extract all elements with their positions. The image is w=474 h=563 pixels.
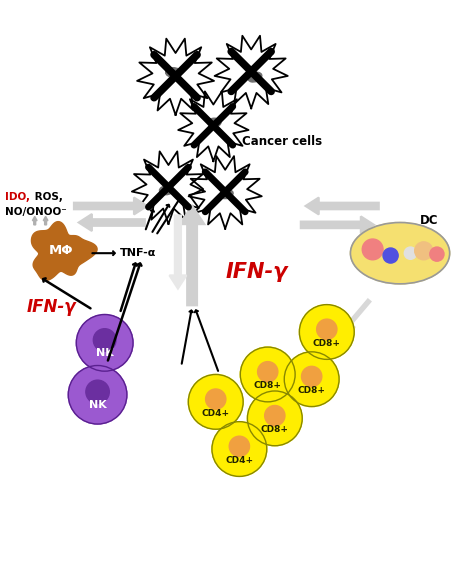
Text: CD4+: CD4+ xyxy=(225,456,254,465)
Text: IDO,: IDO, xyxy=(5,191,30,202)
Text: IFN-γ: IFN-γ xyxy=(225,262,288,282)
Circle shape xyxy=(68,365,127,424)
Circle shape xyxy=(317,319,337,339)
Circle shape xyxy=(93,329,116,351)
Text: TNF-α: TNF-α xyxy=(120,248,156,258)
Circle shape xyxy=(284,352,339,406)
Polygon shape xyxy=(215,35,288,108)
FancyArrow shape xyxy=(74,198,147,215)
FancyArrow shape xyxy=(180,206,204,305)
Circle shape xyxy=(404,247,417,260)
Text: CD8+: CD8+ xyxy=(313,339,341,348)
FancyArrow shape xyxy=(343,299,371,331)
Text: DC: DC xyxy=(420,215,438,227)
Ellipse shape xyxy=(159,186,173,195)
Text: NK: NK xyxy=(96,348,114,358)
Text: IFN-γ: IFN-γ xyxy=(27,297,76,315)
Text: MΦ: MΦ xyxy=(48,244,73,257)
Ellipse shape xyxy=(350,222,450,284)
Circle shape xyxy=(301,367,322,387)
Ellipse shape xyxy=(248,72,262,82)
Polygon shape xyxy=(132,151,205,224)
Circle shape xyxy=(86,380,109,404)
Circle shape xyxy=(257,361,278,382)
Ellipse shape xyxy=(220,190,233,199)
Circle shape xyxy=(76,315,133,371)
Circle shape xyxy=(430,247,444,261)
FancyArrow shape xyxy=(169,216,186,289)
Text: Cancer cells: Cancer cells xyxy=(242,135,322,148)
Polygon shape xyxy=(178,91,248,161)
Text: NO/ONOO⁻: NO/ONOO⁻ xyxy=(5,207,67,217)
Text: CD8+: CD8+ xyxy=(298,386,326,395)
Circle shape xyxy=(264,405,285,426)
FancyArrow shape xyxy=(306,198,379,215)
Circle shape xyxy=(240,347,295,402)
FancyArrow shape xyxy=(32,216,37,225)
Circle shape xyxy=(362,239,383,260)
Circle shape xyxy=(212,422,267,476)
FancyArrow shape xyxy=(43,216,48,225)
Circle shape xyxy=(229,436,249,457)
Circle shape xyxy=(206,389,226,409)
Circle shape xyxy=(247,391,302,446)
Polygon shape xyxy=(189,156,262,229)
Ellipse shape xyxy=(165,68,181,77)
Text: CD8+: CD8+ xyxy=(261,426,289,435)
Polygon shape xyxy=(31,222,97,280)
Text: ROS,: ROS, xyxy=(31,191,64,202)
FancyArrow shape xyxy=(79,214,145,231)
Text: CD8+: CD8+ xyxy=(254,382,282,391)
Circle shape xyxy=(383,248,398,263)
Circle shape xyxy=(415,242,433,260)
Circle shape xyxy=(188,374,243,429)
Ellipse shape xyxy=(208,118,221,127)
FancyArrow shape xyxy=(301,216,374,233)
Text: NK: NK xyxy=(89,400,107,410)
Circle shape xyxy=(300,305,354,359)
Polygon shape xyxy=(137,39,214,115)
Text: CD4+: CD4+ xyxy=(201,409,230,418)
